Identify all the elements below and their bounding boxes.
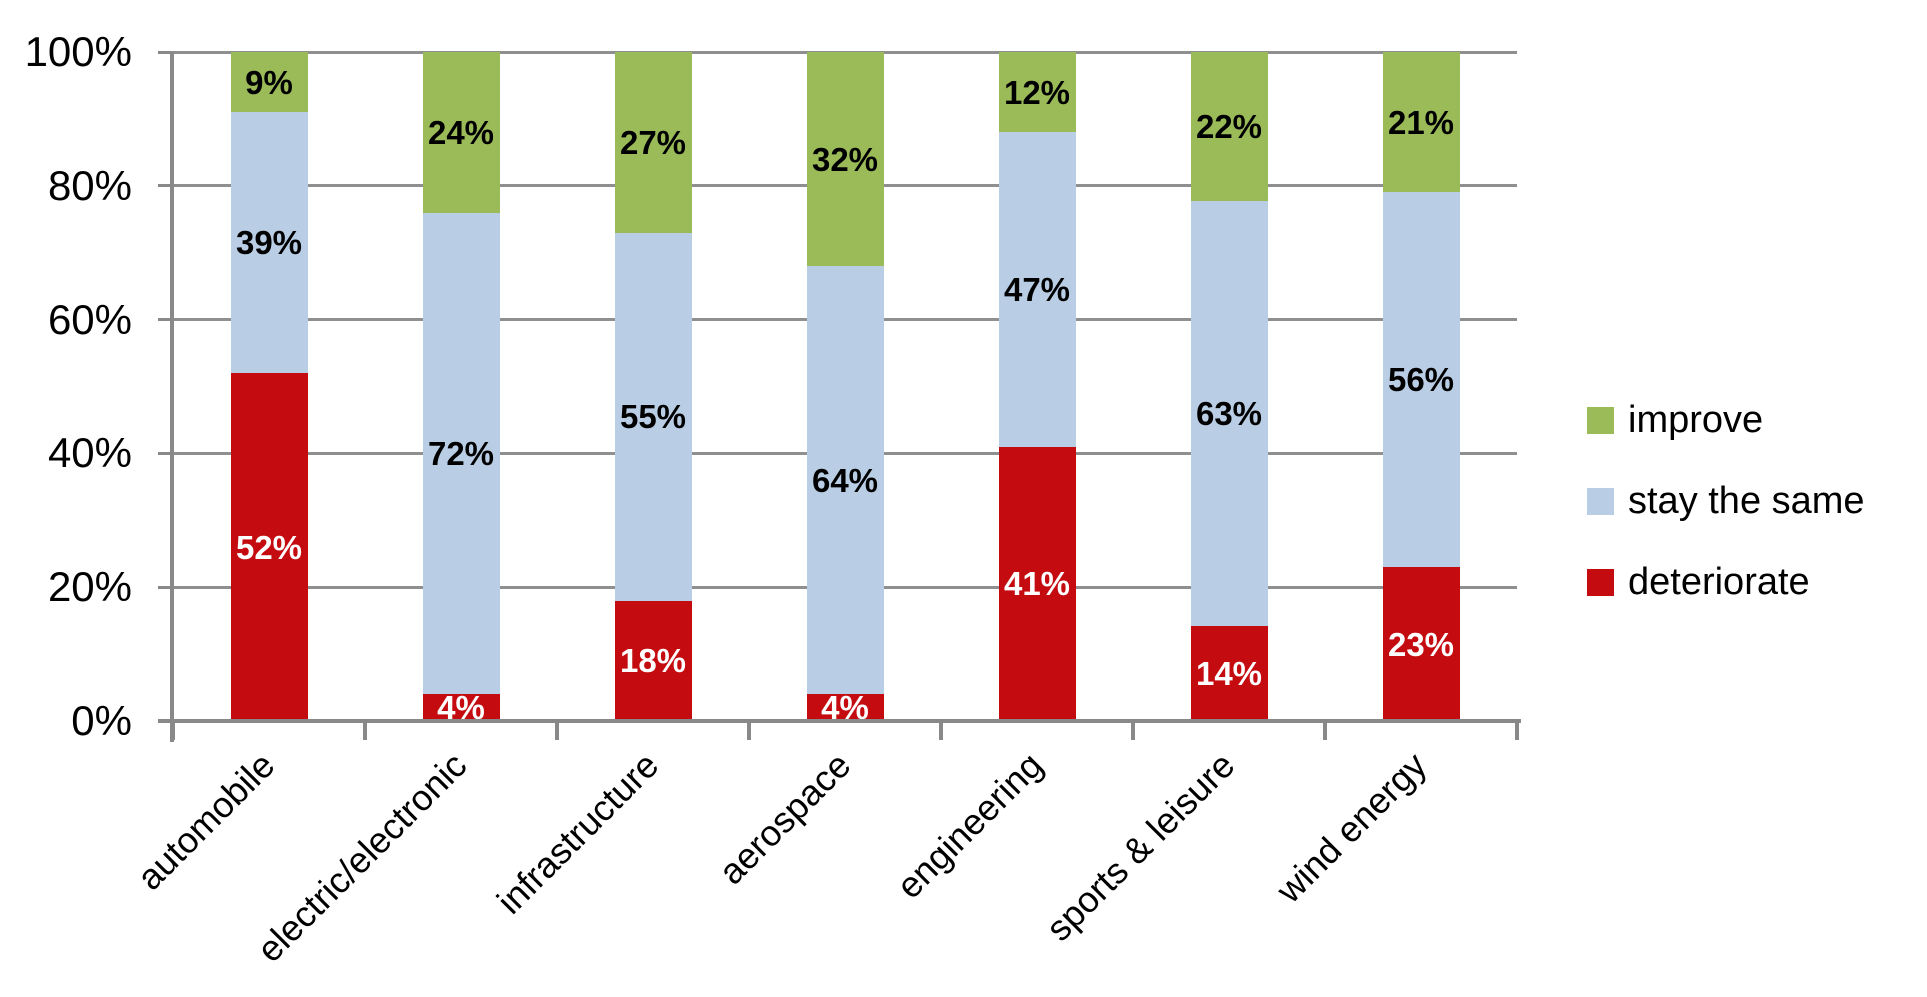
bar-segment-stay-the-same: 56% — [1382, 192, 1460, 568]
bar-value-label: 32% — [811, 140, 879, 178]
bar-segment-improve: 22% — [1190, 52, 1268, 201]
bar-value-label: 18% — [619, 642, 687, 680]
bar-infrastructure: 27% 55% 18% — [614, 52, 692, 721]
bar-automobile: 9% 39% 52% — [230, 52, 308, 721]
x-axis-tick — [555, 721, 559, 740]
x-axis-line — [158, 719, 1521, 723]
bar-segment-improve: 24% — [422, 52, 500, 213]
legend-label: deteriorate — [1628, 560, 1810, 603]
bar-segment-improve: 21% — [1382, 52, 1460, 193]
bar-segment-deteriorate: 41% — [998, 446, 1076, 721]
bar-segment-stay-the-same: 72% — [422, 212, 500, 695]
bar-aerospace: 32% 64% 4% — [806, 52, 884, 727]
bar-wind-energy: 21% 56% 23% — [1382, 52, 1460, 721]
bar-segment-stay-the-same: 64% — [806, 266, 884, 695]
category-label: electric/electronic — [248, 744, 475, 970]
category-label: aerospace — [710, 744, 859, 893]
bar-segment-deteriorate: 4% — [806, 689, 884, 727]
bar-engineering: 12% 47% 41% — [998, 52, 1076, 721]
bar-value-label: 14% — [1195, 655, 1263, 693]
y-axis-tick-label: 20% — [47, 563, 132, 611]
bar-value-label: 39% — [235, 224, 303, 262]
y-axis-tick-label: 60% — [47, 295, 132, 343]
legend-label: improve — [1628, 398, 1764, 441]
legend-item-stay-the-same: stay the same — [1587, 473, 1865, 529]
bar-segment-stay-the-same: 39% — [230, 112, 308, 374]
x-axis-tick — [747, 721, 751, 740]
bar-value-label: 23% — [1387, 625, 1455, 663]
bar-value-label: 4% — [821, 689, 869, 727]
x-axis-tick — [939, 721, 943, 740]
legend-item-deteriorate: deteriorate — [1587, 554, 1865, 610]
bar-segment-stay-the-same: 55% — [614, 232, 692, 601]
x-axis-tick — [1131, 721, 1135, 740]
bar-value-label: 4% — [437, 689, 485, 727]
legend-swatch-icon — [1587, 406, 1614, 434]
y-axis-tick — [158, 451, 173, 455]
bar-segment-deteriorate: 52% — [230, 373, 308, 721]
y-axis-tick — [158, 184, 173, 188]
legend-label: stay the same — [1628, 479, 1865, 522]
bar-segment-improve: 27% — [614, 52, 692, 233]
y-axis-tick-label: 40% — [47, 429, 132, 477]
bar-value-label: 12% — [1003, 73, 1071, 111]
bar-segment-deteriorate: 23% — [1382, 567, 1460, 721]
bar-value-label: 63% — [1195, 395, 1263, 433]
x-axis-tick — [171, 721, 175, 740]
y-axis-tick-label: 100% — [24, 28, 132, 75]
bar-segment-stay-the-same: 63% — [1190, 200, 1268, 627]
y-axis-tick-label: 80% — [47, 161, 132, 209]
bar-value-label: 41% — [1003, 565, 1071, 603]
bar-value-label: 52% — [235, 528, 303, 566]
x-axis-tick — [1515, 721, 1519, 740]
bar-value-label: 64% — [811, 461, 879, 499]
y-axis-tick — [158, 50, 173, 54]
bar-segment-improve: 9% — [230, 52, 308, 113]
bar-electric-electronic: 24% 72% 4% — [422, 52, 500, 727]
bar-value-label: 55% — [619, 398, 687, 436]
bar-value-label: 27% — [619, 123, 687, 161]
category-label: sports & leisure — [1037, 744, 1243, 949]
bar-segment-improve: 12% — [998, 52, 1076, 133]
bar-segment-stay-the-same: 47% — [998, 132, 1076, 447]
bar-value-label: 24% — [427, 113, 495, 151]
bar-value-label: 21% — [1387, 103, 1455, 141]
category-label: wind energy — [1268, 744, 1435, 911]
legend-swatch-icon — [1587, 487, 1614, 515]
legend-swatch-icon — [1587, 568, 1614, 596]
bar-value-label: 56% — [1387, 361, 1455, 399]
category-label: infrastructure — [488, 744, 667, 922]
legend-item-improve: improve — [1587, 392, 1865, 448]
bar-segment-deteriorate: 14% — [1190, 626, 1268, 721]
y-axis-line — [170, 52, 174, 742]
bar-value-label: 22% — [1195, 107, 1263, 145]
x-axis-tick — [1323, 721, 1327, 740]
y-axis-tick — [158, 585, 173, 589]
y-axis-tick — [158, 318, 173, 322]
legend: improve stay the same deteriorate — [1587, 392, 1865, 635]
bar-value-label: 47% — [1003, 270, 1071, 308]
y-axis-tick-label: 0% — [71, 697, 132, 744]
category-label: automobile — [128, 744, 283, 898]
x-axis-tick — [363, 721, 367, 740]
bar-segment-deteriorate: 18% — [614, 600, 692, 721]
bar-value-label: 72% — [427, 434, 495, 472]
bar-segment-improve: 32% — [806, 52, 884, 267]
category-label: engineering — [888, 744, 1051, 907]
bar-sports-leisure: 22% 63% 14% — [1190, 52, 1268, 721]
bar-value-label: 9% — [245, 63, 293, 101]
bar-segment-deteriorate: 4% — [422, 689, 500, 727]
